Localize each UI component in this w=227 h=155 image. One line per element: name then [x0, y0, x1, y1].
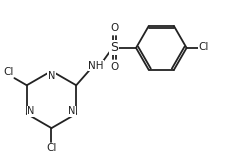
Text: N: N — [68, 106, 76, 116]
Text: O: O — [110, 62, 118, 72]
Text: S: S — [110, 41, 118, 54]
Text: Cl: Cl — [198, 42, 209, 52]
Text: N: N — [48, 71, 55, 81]
Text: Cl: Cl — [46, 144, 57, 153]
Text: N: N — [27, 106, 35, 116]
Text: O: O — [110, 23, 118, 33]
Text: NH: NH — [88, 61, 104, 71]
Text: Cl: Cl — [3, 67, 14, 77]
